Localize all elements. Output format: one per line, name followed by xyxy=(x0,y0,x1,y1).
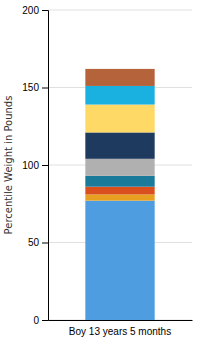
y-tick-mark xyxy=(42,165,48,166)
y-tick: 200 xyxy=(22,5,48,16)
bar-segment xyxy=(85,159,154,176)
y-tick-mark xyxy=(42,10,48,11)
x-tick-label: Boy 13 years 5 months xyxy=(69,326,171,337)
y-axis-title: Percentile Weight in Pounds xyxy=(3,96,14,235)
bar-segment xyxy=(85,176,154,187)
chart-svg: 0 50 100 150 200 Boy 13 years 5 months Percent… xyxy=(0,0,200,350)
y-tick: 100 xyxy=(22,160,48,171)
y-tick-label: 100 xyxy=(22,160,39,171)
grid-line xyxy=(48,10,192,11)
chart-container: 0 50 100 150 200 Boy 13 years 5 months Percent… xyxy=(0,0,200,350)
grid xyxy=(48,10,192,320)
bar-segment xyxy=(85,187,154,195)
y-axis: 0 50 100 150 200 xyxy=(22,5,48,326)
bar-segment xyxy=(85,86,154,105)
bar-segment xyxy=(85,194,154,200)
bar-segment xyxy=(85,201,154,320)
plot-area: 0 50 100 150 200 Boy 13 years 5 months xyxy=(22,5,192,337)
y-tick-mark xyxy=(42,88,48,89)
x-axis: Boy 13 years 5 months xyxy=(49,321,193,338)
x-axis-line xyxy=(49,320,193,321)
y-tick: 150 xyxy=(22,82,48,93)
y-axis-line xyxy=(42,11,49,321)
y-tick-label: 0 xyxy=(33,315,39,326)
bars xyxy=(85,69,154,320)
y-tick: 50 xyxy=(28,237,48,248)
x-tick: Boy 13 years 5 months xyxy=(69,326,171,337)
y-tick: 0 xyxy=(33,315,48,326)
y-tick-mark xyxy=(42,243,48,244)
bar-segment xyxy=(85,132,154,158)
bar-segment xyxy=(85,105,154,133)
y-tick-label: 150 xyxy=(22,82,39,93)
bar-segment xyxy=(85,69,154,86)
y-tick-label: 50 xyxy=(28,237,40,248)
y-tick-label: 200 xyxy=(22,5,39,16)
y-tick-mark xyxy=(42,320,48,321)
